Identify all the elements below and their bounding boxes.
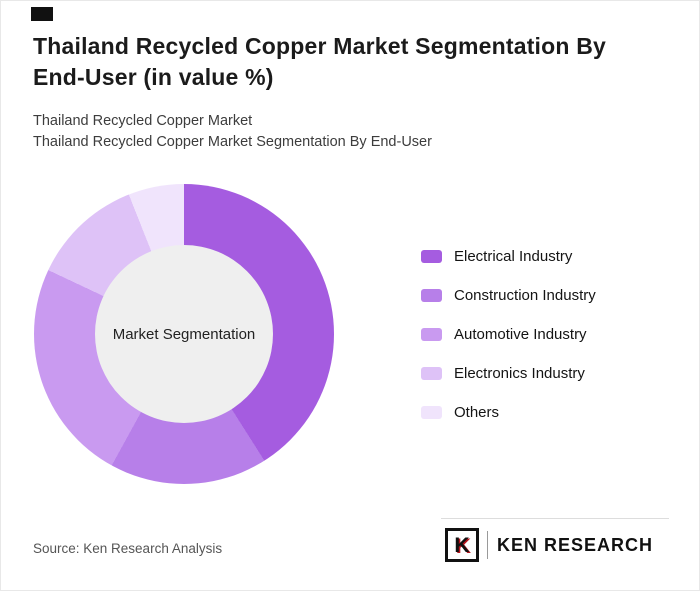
legend-item: Construction Industry [421, 286, 596, 304]
source-text: Source: Ken Research Analysis [33, 541, 223, 556]
donut-chart: Market Segmentation [34, 184, 334, 484]
legend: Electrical Industry Construction Industr… [421, 247, 596, 421]
logo-text: KEN RESEARCH [497, 534, 654, 555]
chart-subtitle-market: Thailand Recycled Copper Market [33, 113, 253, 129]
chart-subtitle-segmentation: Thailand Recycled Copper Market Segmenta… [33, 134, 432, 150]
legend-swatch [421, 366, 442, 380]
legend-label: Electrical Industry [454, 247, 573, 265]
legend-item: Electrical Industry [421, 247, 596, 265]
footer-divider [441, 518, 669, 519]
donut-center: Market Segmentation [95, 245, 273, 423]
legend-swatch [421, 405, 442, 419]
corner-accent-bar [31, 7, 53, 21]
logo-separator [487, 531, 488, 559]
ken-research-logo: K KEN RESEARCH [445, 528, 653, 562]
legend-label: Electronics Industry [454, 364, 585, 382]
donut-center-label: Market Segmentation [112, 325, 256, 343]
legend-label: Others [454, 403, 500, 421]
legend-swatch [421, 249, 442, 263]
legend-label: Construction Industry [454, 286, 596, 304]
legend-label: Automotive Industry [454, 325, 587, 343]
logo-k-icon: K [445, 528, 479, 562]
logo-k-letter: K [454, 533, 470, 557]
legend-swatch [421, 327, 442, 341]
legend-item: Others [421, 403, 596, 421]
page-title: Thailand Recycled Copper Market Segmenta… [33, 33, 607, 90]
legend-swatch [421, 288, 442, 302]
legend-item: Automotive Industry [421, 325, 596, 343]
legend-item: Electronics Industry [421, 364, 596, 382]
